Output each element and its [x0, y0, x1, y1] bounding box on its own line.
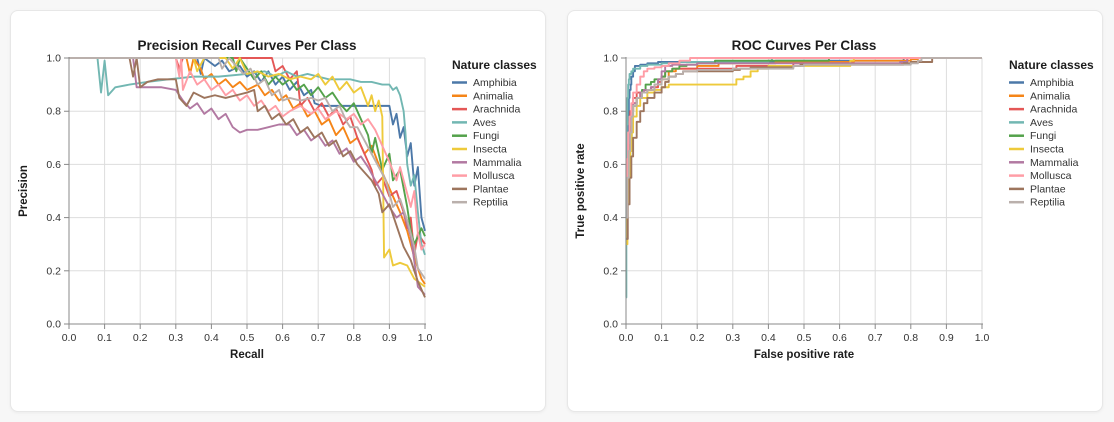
x-tick-label: 0.1: [97, 332, 112, 344]
legend-label-mollusca: Mollusca: [1030, 170, 1072, 182]
legend-label-reptilia: Reptilia: [1030, 197, 1065, 209]
roc-chart: 0.0 0.1 0.2 0.3 0.4 0.5 0.6 0.7 0.8 0.9 1.0 0.0 0.2 0…: [575, 38, 1094, 361]
legend-label-mammalia: Mammalia: [473, 157, 522, 169]
legend-label-reptilia: Reptilia: [473, 197, 508, 209]
series-group: [625, 57, 982, 299]
legend-label-fungi: Fungi: [473, 130, 499, 142]
y-tick-label: 0.2: [46, 265, 61, 277]
y-tick-label: 0.6: [603, 159, 618, 171]
legend-label-mollusca: Mollusca: [473, 170, 515, 182]
legend-label-animalia: Animalia: [473, 90, 513, 102]
legend-label-arachnida: Arachnida: [473, 104, 520, 116]
x-tick-label: 0.9: [382, 332, 397, 344]
legend-label-aves: Aves: [473, 117, 496, 129]
y-axis-title: True positive rate: [575, 143, 587, 238]
x-tick-label: 0.4: [204, 332, 219, 344]
y-tick-label: 0.0: [46, 319, 61, 331]
y-tick-label: 0.8: [46, 106, 61, 118]
x-tick-label: 0.5: [240, 332, 255, 344]
x-tick-label: 1.0: [975, 332, 990, 344]
y-tick-label: 0.4: [46, 212, 61, 224]
precision-recall-chart: 0.0 0.1 0.2 0.3 0.4 0.5 0.6 0.7 0.8 0.9 1.0 0.0 0.2 0…: [18, 38, 537, 361]
y-tick-label: 0.2: [603, 265, 618, 277]
x-tick-label: 1.0: [418, 332, 433, 344]
precision-recall-chart-card: 0.0 0.1 0.2 0.3 0.4 0.5 0.6 0.7 0.8 0.9 1.0 0.0 0.2 0…: [10, 10, 546, 412]
y-tick-label: 0.0: [603, 319, 618, 331]
axes: 0.0 0.1 0.2 0.3 0.4 0.5 0.6 0.7 0.8 0.9 1.0 0.0 0.2 0…: [603, 53, 989, 345]
legend-label-amphibia: Amphibia: [1030, 77, 1074, 89]
y-axis-title: Precision: [18, 165, 30, 217]
x-tick-label: 0.5: [797, 332, 812, 344]
legend-label-insecta: Insecta: [473, 144, 507, 156]
x-tick-label: 0.4: [761, 332, 776, 344]
x-tick-label: 0.1: [654, 332, 669, 344]
axes: 0.0 0.1 0.2 0.3 0.4 0.5 0.6 0.7 0.8 0.9 1.0 0.0 0.2 0…: [46, 53, 432, 345]
y-tick-label: 0.4: [603, 212, 618, 224]
x-axis-title: False positive rate: [754, 349, 854, 361]
x-tick-label: 0.2: [690, 332, 705, 344]
x-tick-label: 0.9: [939, 332, 954, 344]
legend-title: Nature classes: [452, 58, 537, 72]
series-aves: [625, 57, 982, 299]
legend-label-mammalia: Mammalia: [1030, 157, 1079, 169]
legend-label-plantae: Plantae: [473, 183, 509, 195]
chart-title: Precision Recall Curves Per Class: [137, 38, 356, 53]
series-reptilia: [69, 57, 426, 280]
legend-label-fungi: Fungi: [1030, 130, 1056, 142]
grid: [625, 57, 983, 325]
legend-label-arachnida: Arachnida: [1030, 104, 1077, 116]
series-reptilia: [626, 57, 982, 219]
x-axis-title: Recall: [230, 349, 264, 361]
y-tick-label: 0.8: [603, 106, 618, 118]
chart-title: ROC Curves Per Class: [732, 38, 877, 53]
x-tick-label: 0.3: [725, 332, 740, 344]
series-group: [69, 57, 426, 298]
x-tick-label: 0.8: [903, 332, 918, 344]
y-tick-label: 1.0: [46, 53, 61, 65]
y-tick-label: 0.6: [46, 159, 61, 171]
legend-label-amphibia: Amphibia: [473, 77, 517, 89]
x-tick-label: 0.6: [275, 332, 290, 344]
legend-title: Nature classes: [1009, 58, 1094, 72]
series-plantae: [69, 57, 426, 298]
x-tick-label: 0.3: [168, 332, 183, 344]
x-tick-label: 0.0: [62, 332, 77, 344]
x-tick-label: 0.7: [868, 332, 883, 344]
y-tick-label: 1.0: [603, 53, 618, 65]
x-tick-label: 0.8: [346, 332, 361, 344]
series-aves: [69, 57, 426, 256]
x-tick-label: 0.6: [832, 332, 847, 344]
series-mollusca: [69, 57, 426, 251]
x-tick-label: 0.0: [619, 332, 634, 344]
legend-label-aves: Aves: [1030, 117, 1053, 129]
roc-chart-card: 0.0 0.1 0.2 0.3 0.4 0.5 0.6 0.7 0.8 0.9 1.0 0.0 0.2 0…: [567, 10, 1103, 412]
x-tick-label: 0.2: [133, 332, 148, 344]
legend-label-insecta: Insecta: [1030, 144, 1064, 156]
legend-label-animalia: Animalia: [1030, 90, 1070, 102]
x-tick-label: 0.7: [311, 332, 326, 344]
legend-label-plantae: Plantae: [1030, 183, 1066, 195]
